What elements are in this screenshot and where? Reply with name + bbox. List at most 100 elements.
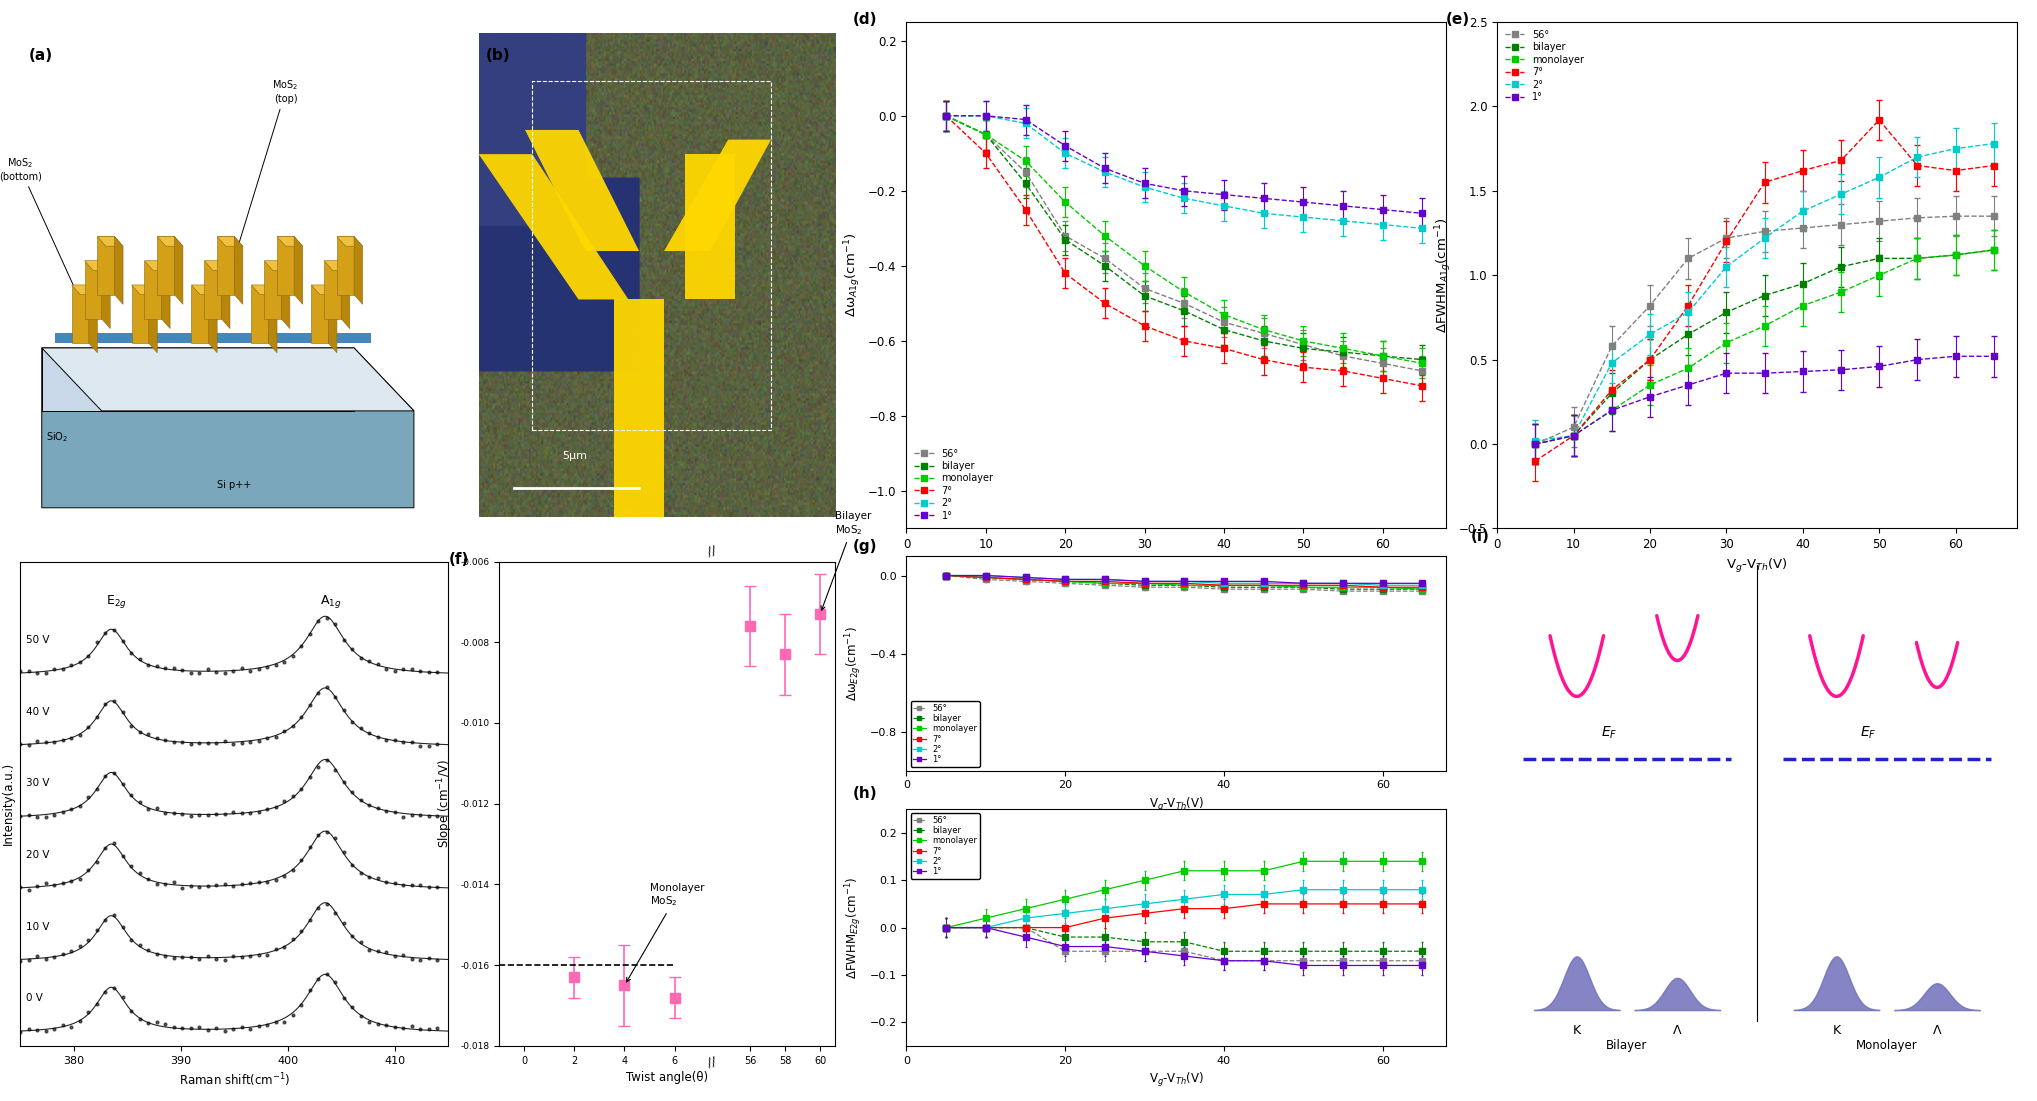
Text: 5μm: 5μm bbox=[562, 451, 587, 461]
Polygon shape bbox=[251, 285, 269, 344]
Text: 50 V: 50 V bbox=[26, 635, 49, 645]
Polygon shape bbox=[132, 285, 157, 295]
Text: Monolayer
MoS$_2$: Monolayer MoS$_2$ bbox=[627, 883, 705, 982]
Text: (b): (b) bbox=[485, 47, 511, 63]
Polygon shape bbox=[342, 261, 350, 328]
Text: Si p++: Si p++ bbox=[218, 480, 251, 490]
X-axis label: V$_g$-V$_{Th}$(V): V$_g$-V$_{Th}$(V) bbox=[1149, 796, 1204, 814]
Polygon shape bbox=[175, 237, 183, 304]
Text: (g): (g) bbox=[851, 538, 878, 554]
Polygon shape bbox=[71, 285, 90, 344]
Polygon shape bbox=[191, 285, 208, 344]
Text: K: K bbox=[1573, 1024, 1581, 1036]
Polygon shape bbox=[161, 261, 171, 328]
Polygon shape bbox=[218, 237, 242, 247]
Text: (i): (i) bbox=[1471, 530, 1491, 544]
Text: //: // bbox=[707, 1055, 719, 1069]
Y-axis label: Δω$_{A1g}$(cm$^{-1}$): Δω$_{A1g}$(cm$^{-1}$) bbox=[841, 233, 864, 317]
Legend: 56°, bilayer, monolayer, 7°, 2°, 1°: 56°, bilayer, monolayer, 7°, 2°, 1° bbox=[911, 701, 980, 766]
Text: Λ: Λ bbox=[1933, 1024, 1941, 1036]
Polygon shape bbox=[191, 285, 218, 295]
Text: (h): (h) bbox=[851, 786, 878, 800]
Polygon shape bbox=[98, 237, 122, 247]
Polygon shape bbox=[265, 261, 289, 271]
Polygon shape bbox=[479, 154, 627, 299]
Text: (e): (e) bbox=[1444, 12, 1469, 26]
Polygon shape bbox=[204, 261, 222, 319]
X-axis label: V$_g$-V$_{Th}$(V): V$_g$-V$_{Th}$(V) bbox=[1725, 557, 1788, 575]
Text: Monolayer: Monolayer bbox=[1856, 1039, 1917, 1053]
Polygon shape bbox=[41, 348, 354, 411]
Text: (a): (a) bbox=[29, 47, 53, 63]
Polygon shape bbox=[281, 261, 289, 328]
Polygon shape bbox=[55, 334, 371, 344]
Polygon shape bbox=[145, 261, 161, 319]
Polygon shape bbox=[269, 285, 277, 352]
Y-axis label: Δω$_{E2g}$(cm$^{-1}$): Δω$_{E2g}$(cm$^{-1}$) bbox=[843, 626, 864, 700]
Text: Bilayer
MoS$_2$: Bilayer MoS$_2$ bbox=[821, 511, 872, 610]
Text: 0 V: 0 V bbox=[26, 993, 43, 1003]
Polygon shape bbox=[293, 237, 304, 304]
Polygon shape bbox=[222, 261, 230, 328]
Legend: 56°, bilayer, monolayer, 7°, 2°, 1°: 56°, bilayer, monolayer, 7°, 2°, 1° bbox=[1501, 26, 1587, 105]
Polygon shape bbox=[277, 237, 304, 247]
Polygon shape bbox=[157, 237, 183, 247]
Text: Λ: Λ bbox=[1672, 1024, 1683, 1036]
X-axis label: Twist angle(θ): Twist angle(θ) bbox=[625, 1071, 709, 1084]
Polygon shape bbox=[312, 285, 328, 344]
Polygon shape bbox=[71, 285, 98, 295]
Polygon shape bbox=[157, 237, 175, 295]
X-axis label: Raman shift(cm$^{-1}$): Raman shift(cm$^{-1}$) bbox=[179, 1071, 289, 1089]
Text: Bilayer: Bilayer bbox=[1607, 1039, 1648, 1053]
Polygon shape bbox=[149, 285, 157, 352]
Polygon shape bbox=[265, 261, 281, 319]
Polygon shape bbox=[526, 130, 640, 251]
Y-axis label: Intensity(a.u.): Intensity(a.u.) bbox=[2, 762, 14, 846]
Text: 40 V: 40 V bbox=[26, 707, 49, 717]
Polygon shape bbox=[204, 261, 230, 271]
Text: E$_{2g}$: E$_{2g}$ bbox=[106, 592, 126, 610]
X-axis label: V$_g$-V$_{Th}$(V): V$_g$-V$_{Th}$(V) bbox=[1149, 1071, 1204, 1089]
Polygon shape bbox=[145, 261, 171, 271]
Text: (f): (f) bbox=[448, 552, 469, 567]
Text: SiO$_2$: SiO$_2$ bbox=[47, 430, 69, 444]
Text: 30 V: 30 V bbox=[26, 778, 49, 788]
Text: 20 V: 20 V bbox=[26, 850, 49, 860]
Text: $E_F$: $E_F$ bbox=[1601, 724, 1617, 741]
Polygon shape bbox=[312, 285, 336, 295]
Polygon shape bbox=[208, 285, 218, 352]
Polygon shape bbox=[41, 348, 414, 508]
Polygon shape bbox=[86, 261, 110, 271]
X-axis label: V$_g$-V$_{Th}$(V): V$_g$-V$_{Th}$(V) bbox=[1145, 557, 1208, 575]
Polygon shape bbox=[664, 140, 770, 251]
Y-axis label: ΔFWHM$_{A1g}$(cm$^{-1}$): ΔFWHM$_{A1g}$(cm$^{-1}$) bbox=[1432, 218, 1454, 333]
Text: MoS$_2$
(top): MoS$_2$ (top) bbox=[214, 78, 299, 326]
Polygon shape bbox=[336, 237, 363, 247]
Polygon shape bbox=[41, 348, 414, 411]
Text: //: // bbox=[707, 544, 719, 558]
Polygon shape bbox=[251, 285, 277, 295]
Text: 10 V: 10 V bbox=[26, 922, 49, 931]
Legend: 56°, bilayer, monolayer, 7°, 2°, 1°: 56°, bilayer, monolayer, 7°, 2°, 1° bbox=[911, 814, 980, 879]
Text: (d): (d) bbox=[851, 12, 878, 26]
Polygon shape bbox=[684, 154, 735, 299]
Text: K: K bbox=[1833, 1024, 1841, 1036]
Polygon shape bbox=[324, 261, 342, 319]
Polygon shape bbox=[324, 261, 350, 271]
Polygon shape bbox=[218, 237, 234, 295]
Polygon shape bbox=[114, 237, 122, 304]
Polygon shape bbox=[234, 237, 242, 304]
Polygon shape bbox=[132, 285, 149, 344]
Polygon shape bbox=[336, 237, 354, 295]
Legend: 56°, bilayer, monolayer, 7°, 2°, 1°: 56°, bilayer, monolayer, 7°, 2°, 1° bbox=[911, 446, 996, 524]
Polygon shape bbox=[98, 237, 114, 295]
Y-axis label: ΔFWHM$_{E2g}$(cm$^{-1}$): ΔFWHM$_{E2g}$(cm$^{-1}$) bbox=[843, 876, 864, 979]
Text: MoS$_2$
(bottom): MoS$_2$ (bottom) bbox=[0, 156, 96, 336]
Polygon shape bbox=[102, 261, 110, 328]
Polygon shape bbox=[90, 285, 98, 352]
Text: $E_F$: $E_F$ bbox=[1860, 724, 1876, 741]
Polygon shape bbox=[354, 237, 363, 304]
Polygon shape bbox=[86, 261, 102, 319]
Polygon shape bbox=[277, 237, 293, 295]
Polygon shape bbox=[328, 285, 336, 352]
